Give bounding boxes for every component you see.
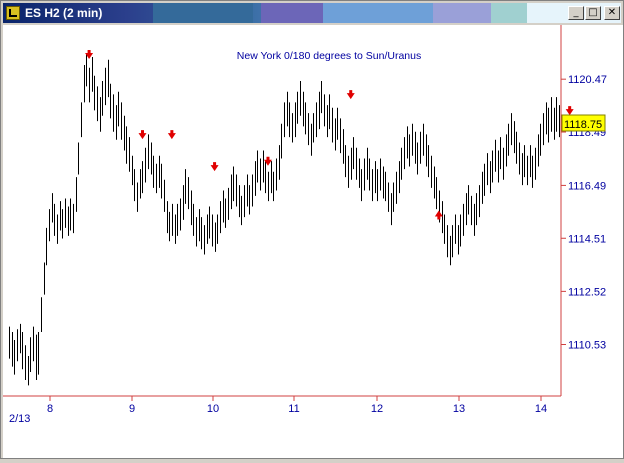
minimize-button[interactable]: _ — [568, 6, 584, 20]
signal-arrows — [85, 50, 574, 220]
chart-app-icon[interactable] — [6, 6, 20, 20]
y-tick-label: 1116.49 — [568, 180, 606, 192]
x-tick-label: 10 — [207, 403, 219, 415]
title-bar-band — [261, 3, 323, 23]
current-price-label: 1118.75 — [564, 119, 602, 131]
maximize-button[interactable]: □ — [585, 6, 601, 20]
x-date-label: 2/13 — [9, 413, 30, 425]
title-bar-band — [153, 3, 253, 23]
window-title: ES H2 (2 min) — [25, 6, 103, 20]
y-tick-label: 1110.53 — [568, 339, 606, 351]
x-tick-label: 13 — [453, 403, 465, 415]
x-tick-label: 14 — [535, 403, 547, 415]
down-arrow-icon — [263, 156, 272, 166]
current-price-box — [561, 114, 606, 132]
y-tick-label: 1114.51 — [568, 233, 606, 245]
x-tick-label: 9 — [129, 403, 135, 415]
chart-area[interactable]: New York 0/180 degrees to Sun/Uranus 112… — [3, 25, 623, 458]
down-arrow-icon — [138, 130, 147, 140]
down-arrow-icon — [346, 90, 355, 100]
down-arrow-icon — [210, 162, 219, 172]
price-bars — [9, 54, 560, 386]
x-tick-label: 8 — [47, 403, 53, 415]
x-axis-ticks: 8 9 10 11 12 13 14 — [47, 396, 547, 415]
x-tick-label: 12 — [371, 403, 383, 415]
x-tick-label: 11 — [288, 403, 299, 415]
up-arrow-icon — [434, 210, 443, 220]
title-bar[interactable]: ES H2 (2 min) _ □ ✕ — [3, 3, 621, 23]
chart-title: New York 0/180 degrees to Sun/Uranus — [237, 50, 421, 62]
y-tick-label: 1112.52 — [568, 286, 606, 298]
title-bar-band — [433, 3, 491, 23]
down-arrow-icon — [565, 106, 574, 116]
price-chart: New York 0/180 degrees to Sun/Uranus 112… — [3, 25, 607, 425]
down-arrow-icon — [85, 50, 94, 60]
close-button[interactable]: ✕ — [604, 6, 620, 20]
y-tick-label: 1120.47 — [568, 74, 607, 86]
title-bar-band — [323, 3, 433, 23]
down-arrow-icon — [167, 130, 176, 140]
title-bar-band — [491, 3, 527, 23]
